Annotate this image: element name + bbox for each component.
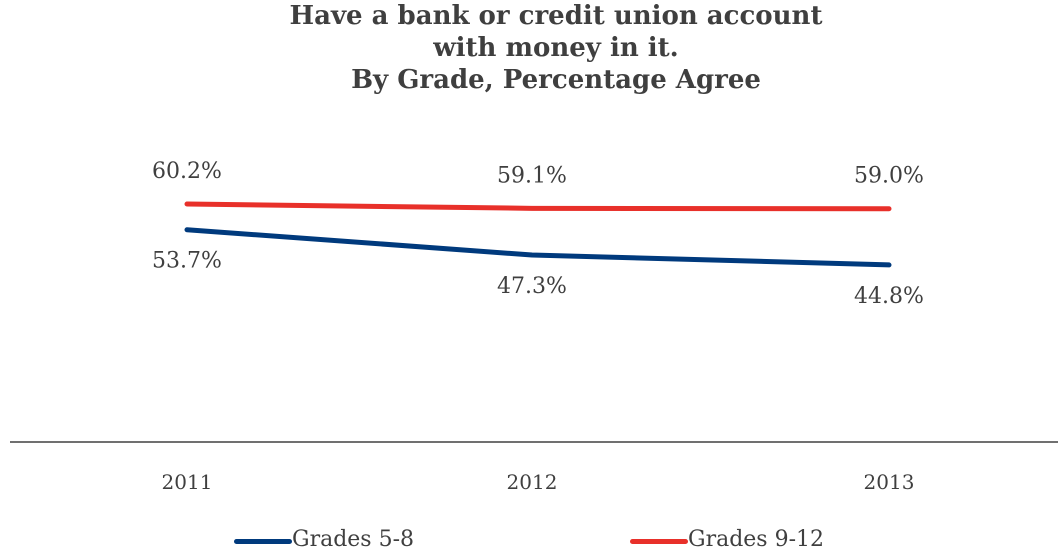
chart-title-line-3: By Grade, Percentage Agree <box>351 65 761 95</box>
chart-title: Have a bank or credit union account with… <box>0 0 1058 96</box>
x-tick-labels: 2011 2012 2013 <box>162 470 915 494</box>
series-line-grades-5-8 <box>184 227 892 268</box>
x-tick-label-2012: 2012 <box>507 470 558 494</box>
legend-swatch-grades-9-12 <box>630 539 688 544</box>
data-label-grades-9-12-2012: 59.1% <box>497 163 567 188</box>
series-layer: 53.7% 47.3% 44.8% 60.2% 59.1% 59.0% <box>152 159 924 309</box>
chart-title-line-2: with money in it. <box>433 33 679 63</box>
series-line-grades-9-12 <box>184 201 892 212</box>
x-tick-label-2011: 2011 <box>162 470 213 494</box>
data-label-grades-5-8-2012: 47.3% <box>497 274 567 299</box>
data-label-grades-9-12-2011: 60.2% <box>152 159 222 184</box>
x-tick-label-2013: 2013 <box>864 470 915 494</box>
legend-label-grades-5-8: Grades 5-8 <box>292 527 415 552</box>
legend-label-grades-9-12: Grades 9-12 <box>688 527 825 552</box>
data-label-grades-5-8-2011: 53.7% <box>152 249 222 274</box>
data-label-grades-9-12-2013: 59.0% <box>854 164 924 189</box>
chart-title-line-1: Have a bank or credit union account <box>289 1 823 31</box>
legend-swatch-grades-5-8 <box>234 539 292 544</box>
data-label-grades-5-8-2013: 44.8% <box>854 284 924 309</box>
